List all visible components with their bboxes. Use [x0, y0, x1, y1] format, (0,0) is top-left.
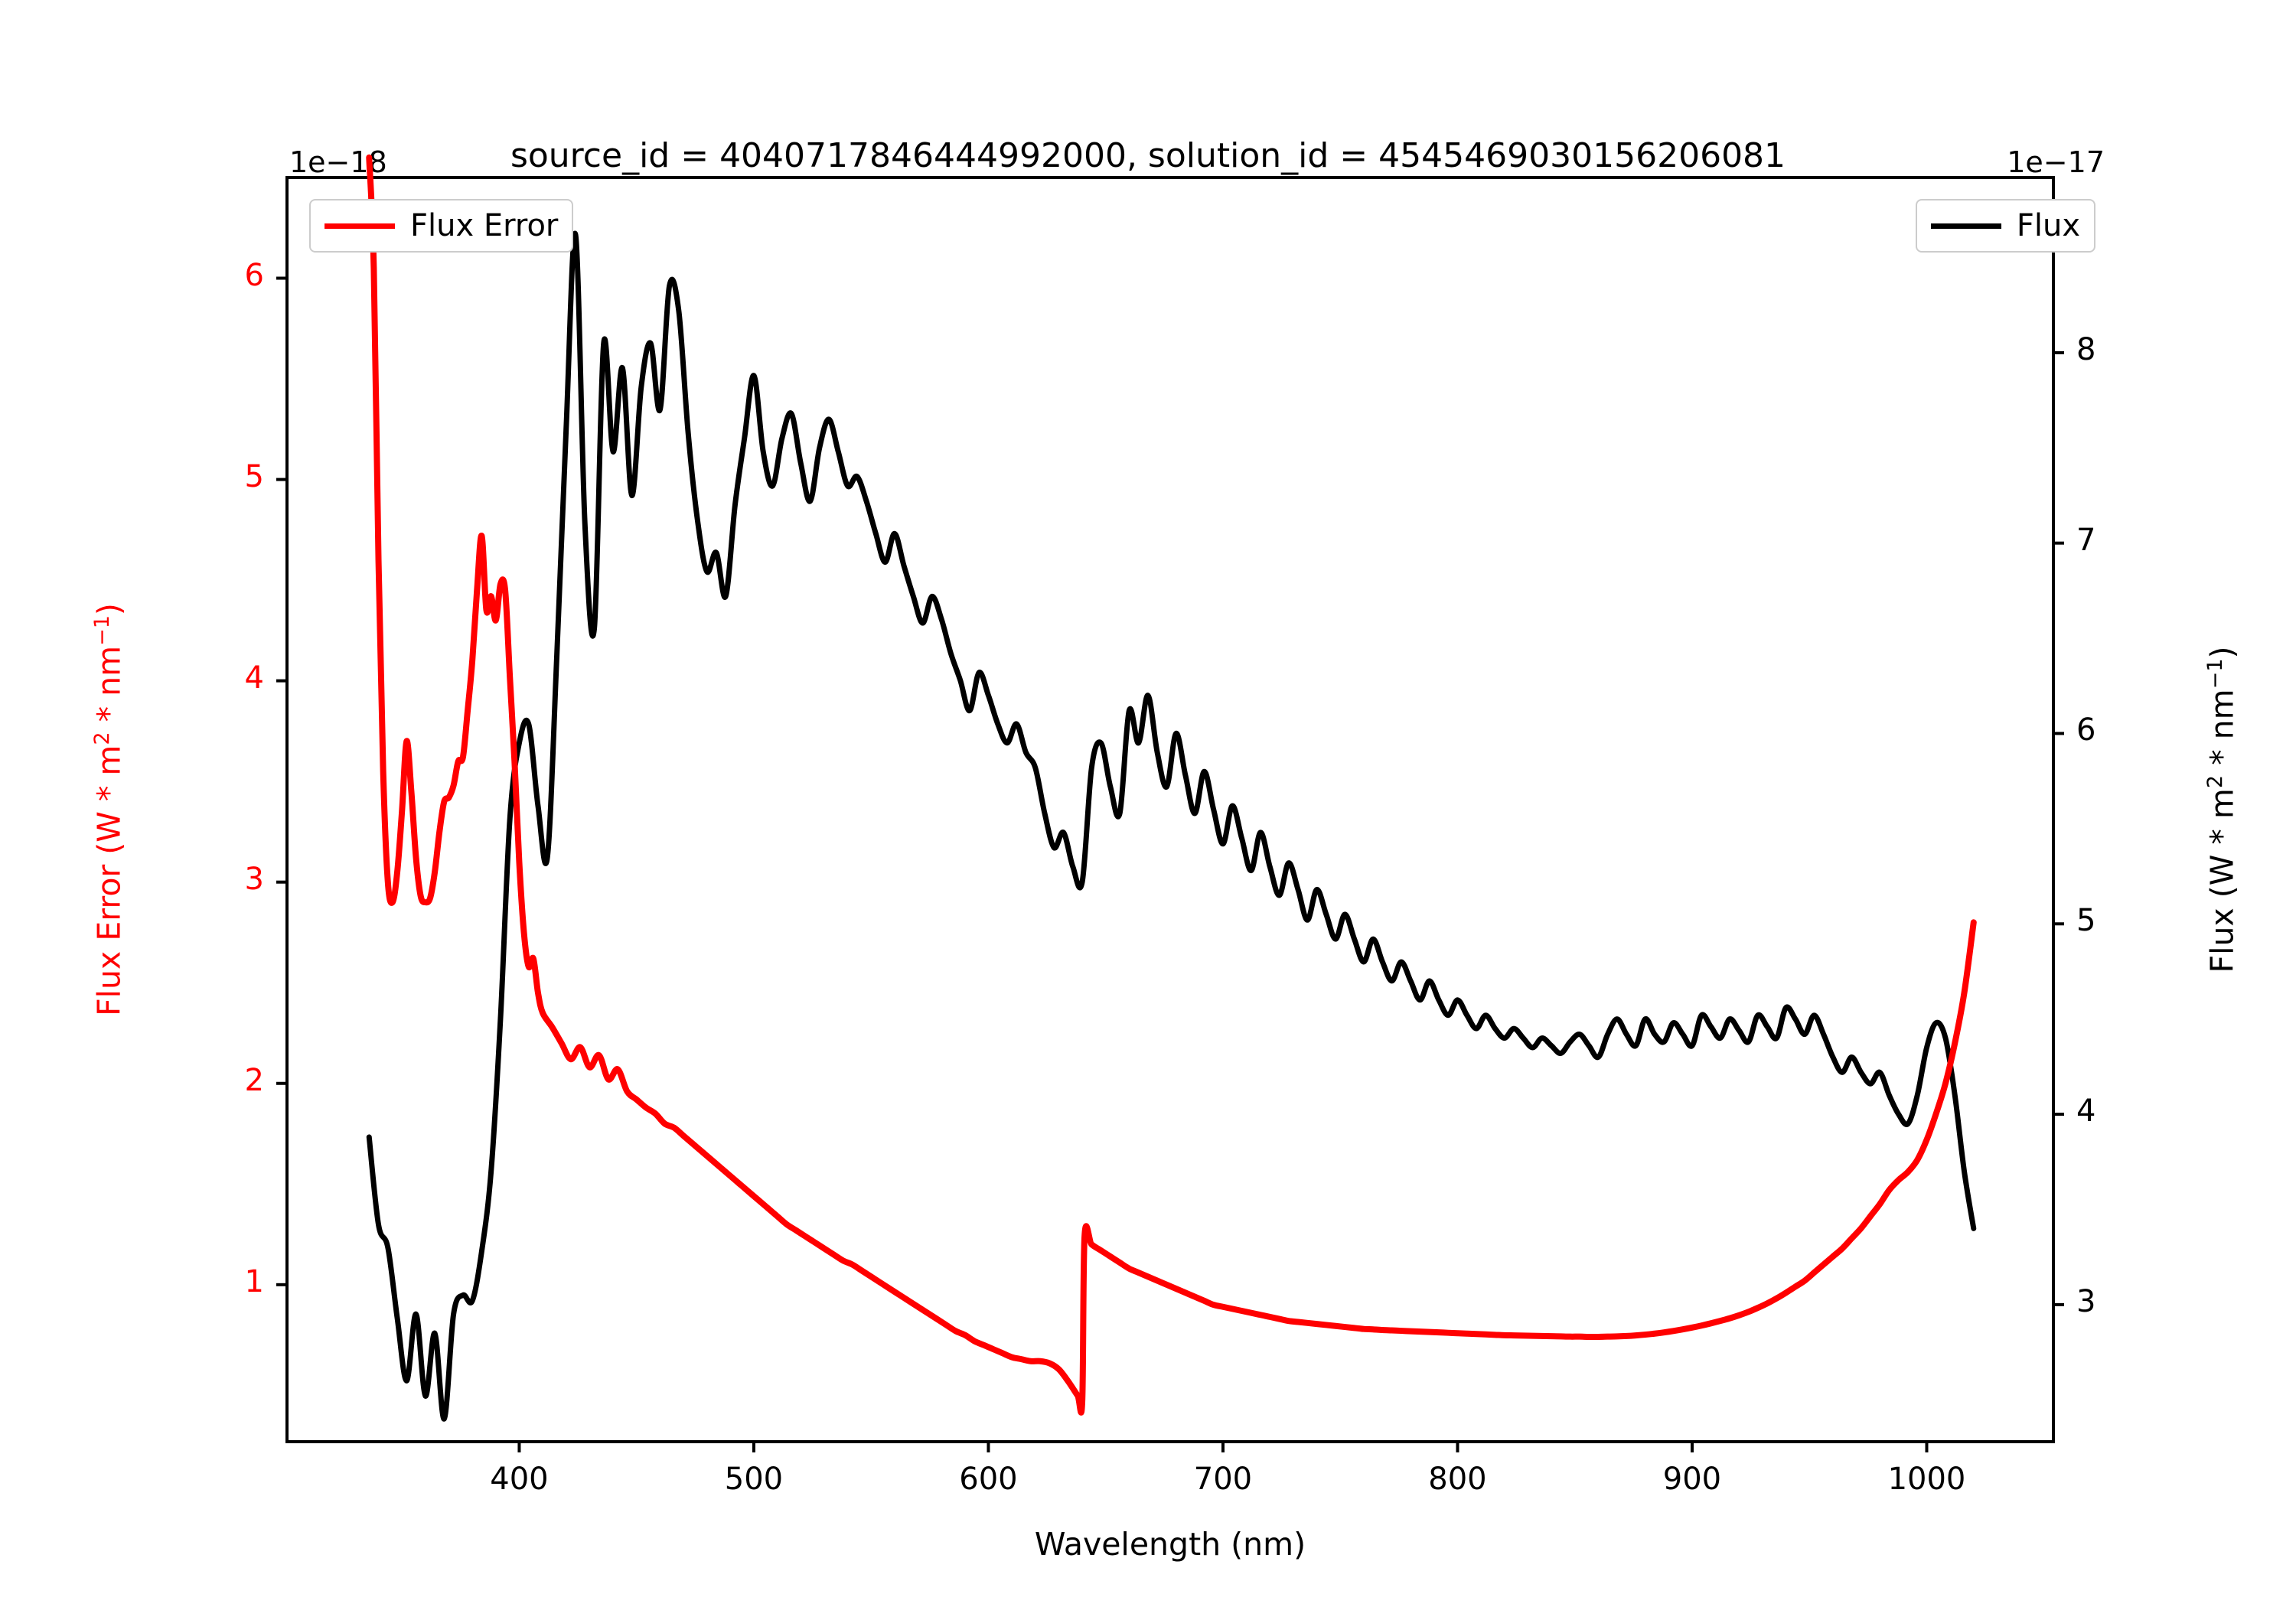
series-line-flux-error: [366, 154, 1977, 1416]
left-y-tick-label-5: 5: [244, 458, 264, 494]
chart-title: source_id = 4040717846444992000, solutio…: [510, 136, 1786, 175]
legend-flux-error[interactable]: Flux Error: [309, 199, 574, 253]
right-axis-offset-text: 1e−17: [2007, 145, 2105, 179]
right-y-tick-label-5: 5: [2076, 903, 2096, 939]
x-tick-label-1000: 1000: [1887, 1462, 1966, 1497]
left-y-axis-label: Flux Error (W * m2 * nm−1): [90, 603, 128, 1016]
series-line-flux: [366, 230, 1977, 1422]
right-y-tick-label-4: 4: [2076, 1094, 2096, 1129]
x-tick-marks: [517, 1442, 1929, 1452]
x-tick-label-900: 900: [1662, 1462, 1722, 1497]
x-tick-label-600: 600: [959, 1462, 1018, 1497]
legend-label-flux: Flux: [2016, 208, 2080, 243]
left-y-tick-label-4: 4: [244, 660, 264, 696]
right-y-tick-marks: [2053, 350, 2064, 1306]
x-axis-label: Wavelength (nm): [1034, 1526, 1306, 1563]
legend-flux[interactable]: Flux: [1915, 199, 2095, 253]
right-y-tick-label-8: 8: [2076, 331, 2096, 367]
left-y-tick-label-2: 2: [244, 1062, 264, 1098]
x-tick-label-700: 700: [1193, 1462, 1253, 1497]
legend-label-flux-error: Flux Error: [410, 208, 559, 243]
legend-line-swatch-red: [325, 223, 395, 229]
x-tick-label-800: 800: [1428, 1462, 1487, 1497]
left-y-tick-marks: [276, 276, 287, 1286]
left-y-tick-label-1: 1: [244, 1263, 264, 1299]
right-y-tick-label-3: 3: [2076, 1283, 2096, 1319]
x-tick-label-400: 400: [490, 1462, 549, 1497]
right-y-axis-label: Flux (W * m2 * nm−1): [2203, 646, 2241, 973]
left-y-tick-label-6: 6: [244, 257, 264, 293]
right-y-tick-label-7: 7: [2076, 522, 2096, 558]
x-tick-label-500: 500: [724, 1462, 784, 1497]
legend-line-swatch-black: [1930, 223, 2001, 229]
left-y-tick-label-3: 3: [244, 861, 264, 897]
right-y-tick-label-6: 6: [2076, 712, 2096, 748]
